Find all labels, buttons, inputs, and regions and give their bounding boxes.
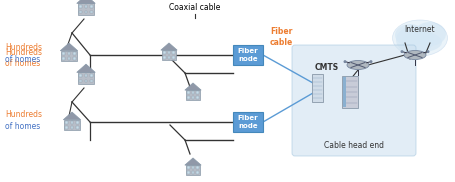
Polygon shape: [60, 43, 77, 51]
Polygon shape: [184, 158, 201, 165]
Polygon shape: [184, 83, 201, 90]
FancyBboxPatch shape: [90, 11, 93, 13]
Ellipse shape: [413, 22, 445, 46]
Text: of homes: of homes: [5, 55, 40, 64]
FancyBboxPatch shape: [167, 52, 170, 54]
Text: Hundreds: Hundreds: [5, 43, 42, 52]
FancyBboxPatch shape: [79, 11, 82, 13]
FancyBboxPatch shape: [186, 90, 200, 100]
FancyBboxPatch shape: [84, 5, 87, 8]
FancyBboxPatch shape: [172, 56, 175, 59]
FancyBboxPatch shape: [67, 52, 70, 55]
FancyBboxPatch shape: [71, 126, 73, 129]
FancyBboxPatch shape: [73, 58, 76, 60]
Ellipse shape: [395, 26, 433, 54]
FancyBboxPatch shape: [78, 3, 94, 15]
Polygon shape: [76, 64, 95, 72]
FancyBboxPatch shape: [79, 74, 82, 77]
FancyBboxPatch shape: [84, 11, 87, 13]
FancyBboxPatch shape: [78, 72, 94, 84]
Text: Hundreds
of homes: Hundreds of homes: [5, 48, 42, 68]
FancyBboxPatch shape: [90, 5, 93, 8]
Text: Cable head end: Cable head end: [324, 141, 383, 149]
FancyBboxPatch shape: [196, 92, 199, 94]
FancyBboxPatch shape: [341, 76, 357, 108]
FancyBboxPatch shape: [191, 171, 194, 174]
FancyBboxPatch shape: [186, 165, 200, 175]
FancyBboxPatch shape: [76, 121, 78, 124]
Ellipse shape: [346, 60, 368, 70]
FancyBboxPatch shape: [233, 45, 263, 65]
Text: CMTS: CMTS: [314, 64, 339, 72]
FancyBboxPatch shape: [191, 92, 194, 94]
Text: Fiber
node: Fiber node: [237, 48, 258, 62]
Polygon shape: [161, 43, 177, 50]
FancyBboxPatch shape: [172, 52, 175, 54]
FancyBboxPatch shape: [187, 96, 189, 99]
Ellipse shape: [394, 24, 424, 46]
Circle shape: [399, 50, 403, 53]
FancyBboxPatch shape: [76, 126, 78, 129]
Text: of homes: of homes: [5, 122, 40, 131]
FancyBboxPatch shape: [187, 171, 189, 174]
FancyBboxPatch shape: [291, 45, 415, 156]
Text: Internet: Internet: [404, 25, 435, 35]
FancyBboxPatch shape: [73, 52, 76, 55]
Polygon shape: [63, 112, 81, 120]
FancyBboxPatch shape: [84, 80, 87, 82]
FancyBboxPatch shape: [90, 80, 93, 82]
FancyBboxPatch shape: [196, 171, 199, 174]
FancyBboxPatch shape: [196, 167, 199, 169]
FancyBboxPatch shape: [71, 121, 73, 124]
Ellipse shape: [403, 50, 425, 60]
FancyBboxPatch shape: [162, 56, 165, 59]
Text: Fiber
cable: Fiber cable: [269, 27, 293, 47]
FancyBboxPatch shape: [162, 52, 165, 54]
Circle shape: [425, 50, 429, 53]
FancyBboxPatch shape: [187, 92, 189, 94]
FancyBboxPatch shape: [62, 52, 65, 55]
FancyBboxPatch shape: [64, 120, 80, 130]
FancyBboxPatch shape: [312, 74, 323, 102]
FancyBboxPatch shape: [196, 96, 199, 99]
Ellipse shape: [401, 32, 441, 52]
FancyBboxPatch shape: [191, 96, 194, 99]
Ellipse shape: [392, 20, 446, 56]
Circle shape: [343, 60, 346, 63]
FancyBboxPatch shape: [61, 51, 76, 61]
Circle shape: [369, 60, 372, 63]
FancyBboxPatch shape: [187, 167, 189, 169]
FancyBboxPatch shape: [90, 74, 93, 77]
FancyBboxPatch shape: [79, 80, 82, 82]
FancyBboxPatch shape: [191, 167, 194, 169]
FancyBboxPatch shape: [66, 121, 68, 124]
Polygon shape: [76, 0, 95, 3]
Text: Fiber
node: Fiber node: [237, 115, 258, 129]
FancyBboxPatch shape: [233, 112, 263, 132]
FancyBboxPatch shape: [84, 74, 87, 77]
FancyBboxPatch shape: [167, 56, 170, 59]
Text: Hundreds: Hundreds: [5, 110, 42, 119]
FancyBboxPatch shape: [62, 58, 65, 60]
Text: Coaxial cable: Coaxial cable: [169, 3, 220, 13]
FancyBboxPatch shape: [79, 5, 82, 8]
FancyBboxPatch shape: [67, 58, 70, 60]
FancyBboxPatch shape: [162, 50, 176, 60]
FancyBboxPatch shape: [342, 77, 345, 107]
FancyBboxPatch shape: [66, 126, 68, 129]
